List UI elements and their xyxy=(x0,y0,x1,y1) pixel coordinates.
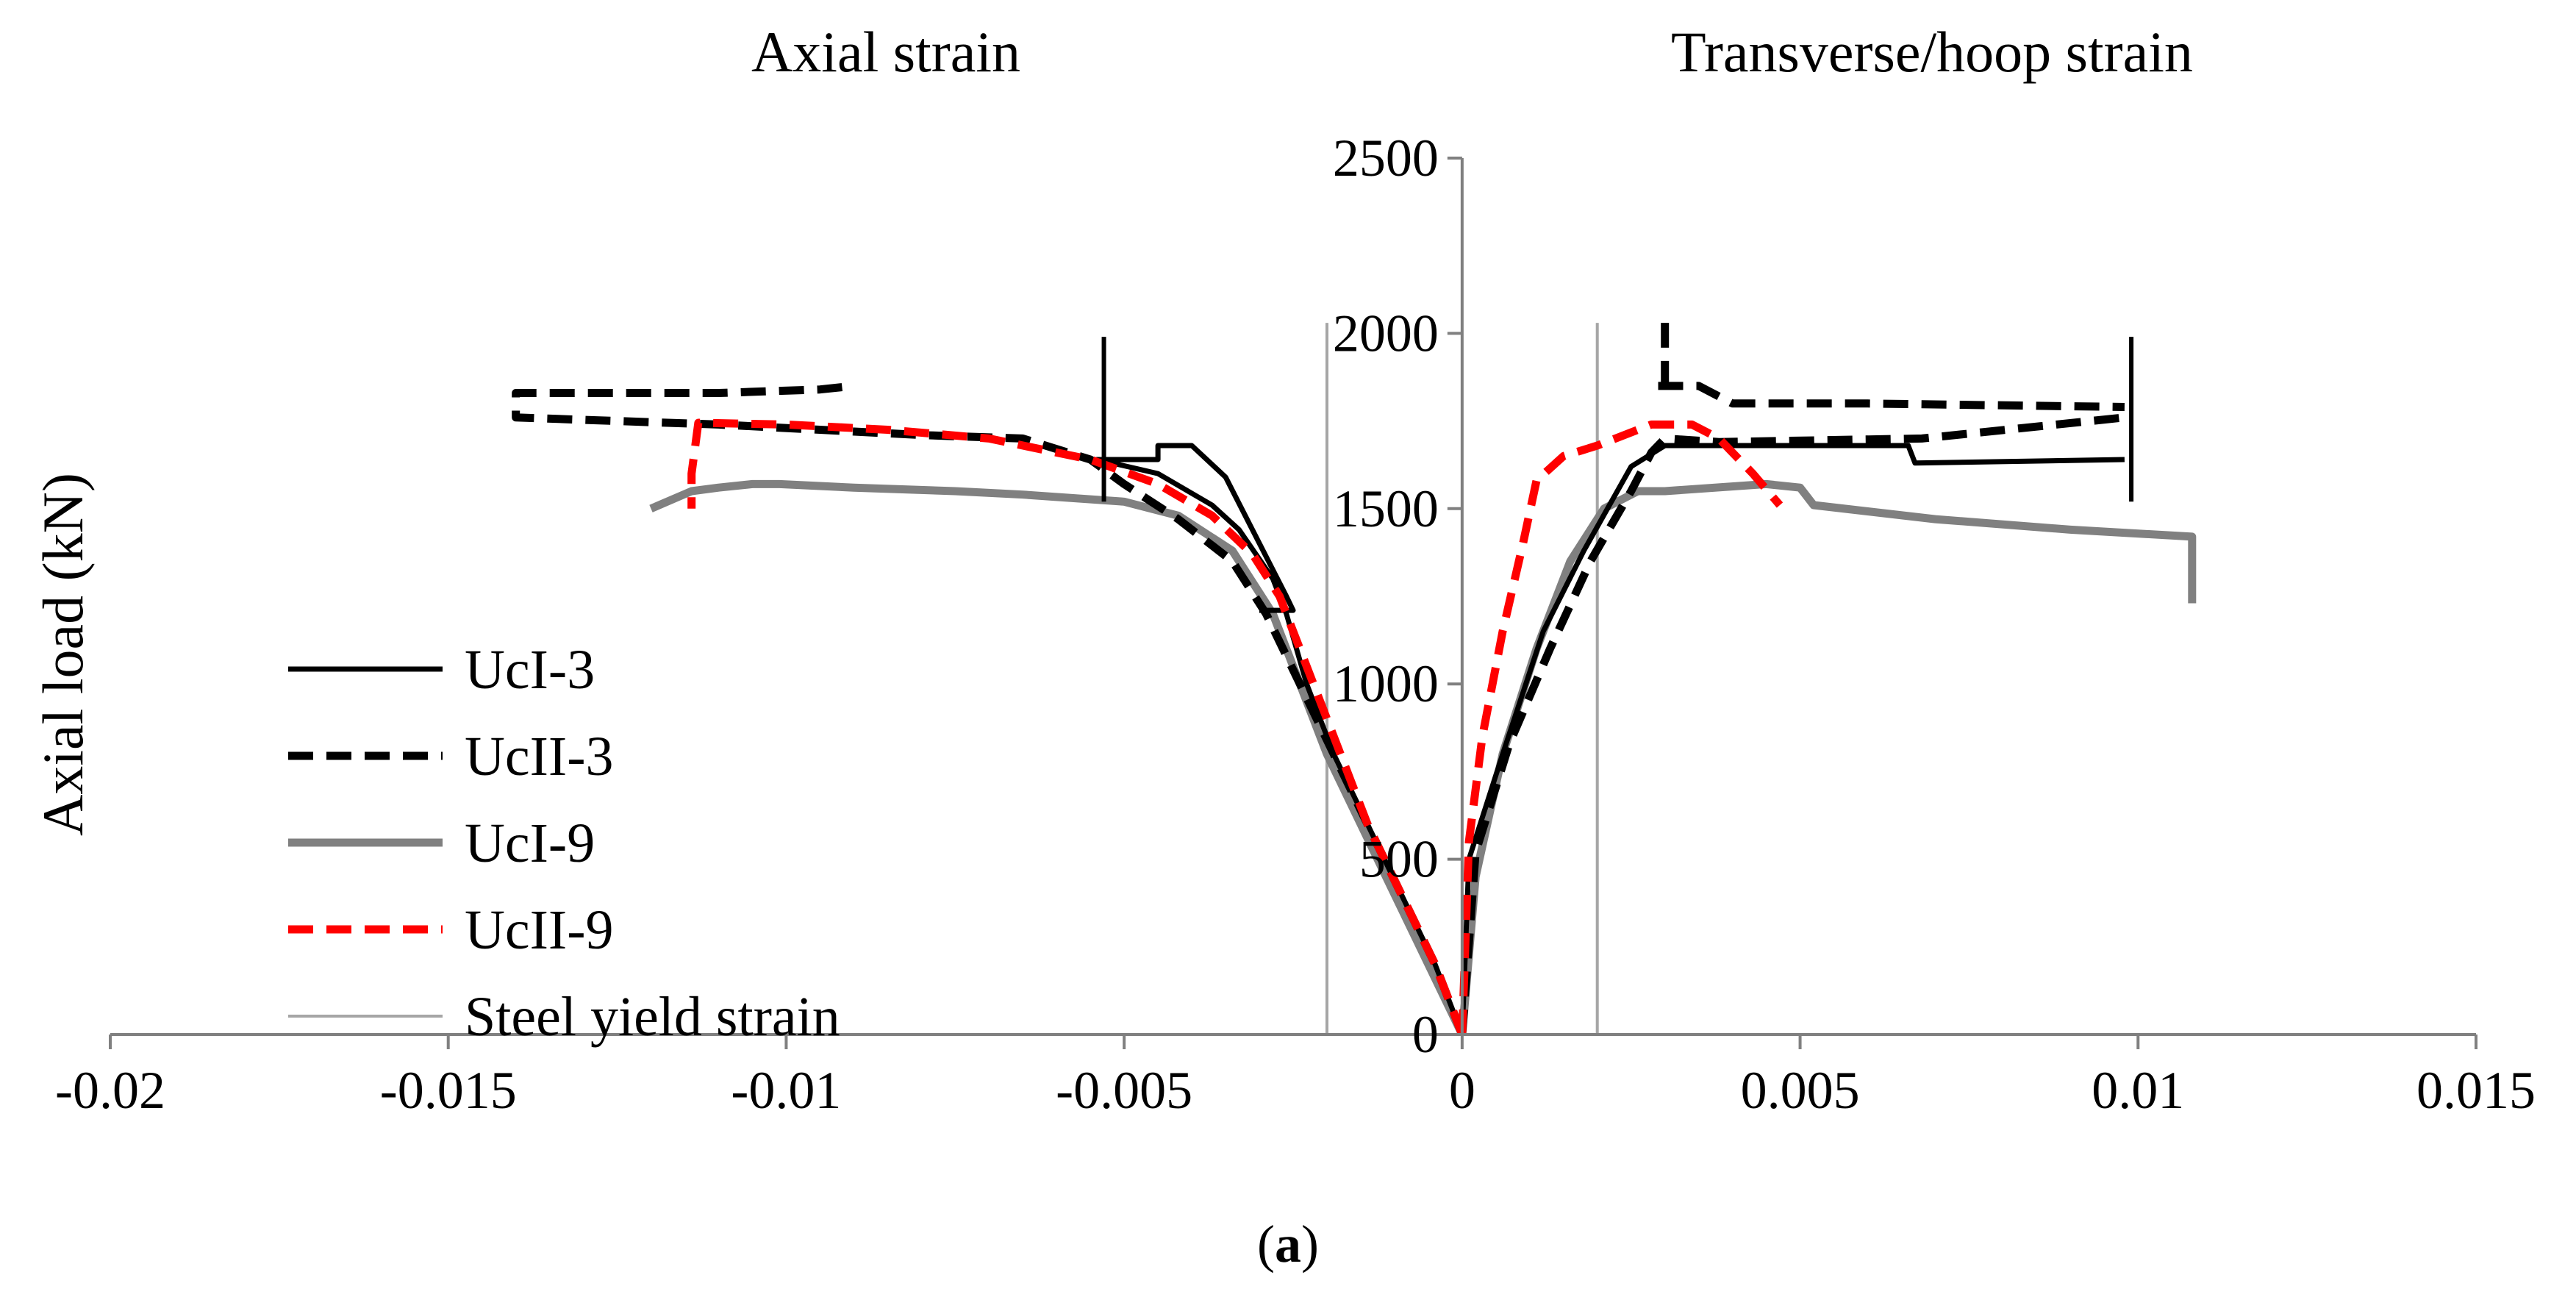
figure-caption: (a) xyxy=(1257,1215,1319,1273)
legend-label-ucii-9: UcII-9 xyxy=(465,899,614,961)
series-ucii-9-segment-1 xyxy=(687,418,1467,1036)
legend-item-uci-3: UcI-3 xyxy=(288,639,595,701)
x-tick-label-4: 0 xyxy=(1449,1061,1475,1120)
legend-label-ucii-3: UcII-3 xyxy=(465,726,614,787)
y-tick-label-2: 1000 xyxy=(1333,654,1439,713)
x-tick-label-1: -0.015 xyxy=(380,1061,517,1120)
series-ucii-9 xyxy=(687,418,1783,1036)
x-tick-label-3: -0.005 xyxy=(1056,1061,1192,1120)
right-panel-title: Transverse/hoop strain xyxy=(1671,20,2193,84)
legend-item-uci-9: UcI-9 xyxy=(288,812,595,874)
x-tick-label-0: -0.02 xyxy=(55,1061,165,1120)
tick-labels: -0.02 -0.015 -0.01 -0.005 0 0.005 0.01 0.015 0 50… xyxy=(55,129,2536,1120)
series-uci-9-segment-0 xyxy=(1458,479,2197,1035)
left-panel-title: Axial strain xyxy=(751,20,1020,84)
series-uci-3 xyxy=(1094,443,2125,1036)
legend-item-ucii-9: UcII-9 xyxy=(288,899,614,961)
series-ucii-3 xyxy=(512,323,2125,1036)
caption-close-paren: ) xyxy=(1301,1215,1319,1273)
y-tick-label-3: 1500 xyxy=(1333,479,1439,538)
legend: UcI-3 UcII-3 UcI-9 UcII-9 Steel yield strain xyxy=(288,639,840,1048)
series-ucii-3-segment-2 xyxy=(1658,382,2125,411)
legend-label-uci-3: UcI-3 xyxy=(465,639,595,701)
series-ucii-3-segment-0 xyxy=(1458,413,2125,1035)
y-tick-label-5: 2500 xyxy=(1333,129,1439,187)
legend-item-ucii-3: UcII-3 xyxy=(288,726,614,787)
x-tick-label-5: 0.005 xyxy=(1741,1061,1860,1120)
axes xyxy=(109,157,2477,1049)
y-tick-label-0: 0 xyxy=(1412,1005,1439,1064)
caption-open-paren: ( xyxy=(1257,1215,1275,1273)
x-tick-label-6: 0.01 xyxy=(2092,1061,2184,1120)
series-ucii-9-segment-0 xyxy=(1458,420,1783,1035)
series-uci-9-segment-1 xyxy=(649,479,1466,1037)
legend-label-uci-9: UcI-9 xyxy=(465,812,595,874)
plot-area xyxy=(512,323,2197,1037)
y-tick-label-1: 500 xyxy=(1359,830,1439,889)
legend-item-steel-yield-strain: Steel yield strain xyxy=(288,986,840,1048)
x-tick-label-2: -0.01 xyxy=(731,1061,841,1120)
x-tick-label-7: 0.015 xyxy=(2416,1061,2536,1120)
caption-letter: a xyxy=(1275,1215,1301,1273)
y-tick-label-4: 2000 xyxy=(1333,304,1439,362)
legend-label-steel-yield-strain: Steel yield strain xyxy=(465,986,840,1048)
y-axis-label: Axial load (kN) xyxy=(31,473,95,836)
series-uci-3-segment-0 xyxy=(1459,443,2125,1035)
series-uci-9 xyxy=(649,479,2197,1037)
